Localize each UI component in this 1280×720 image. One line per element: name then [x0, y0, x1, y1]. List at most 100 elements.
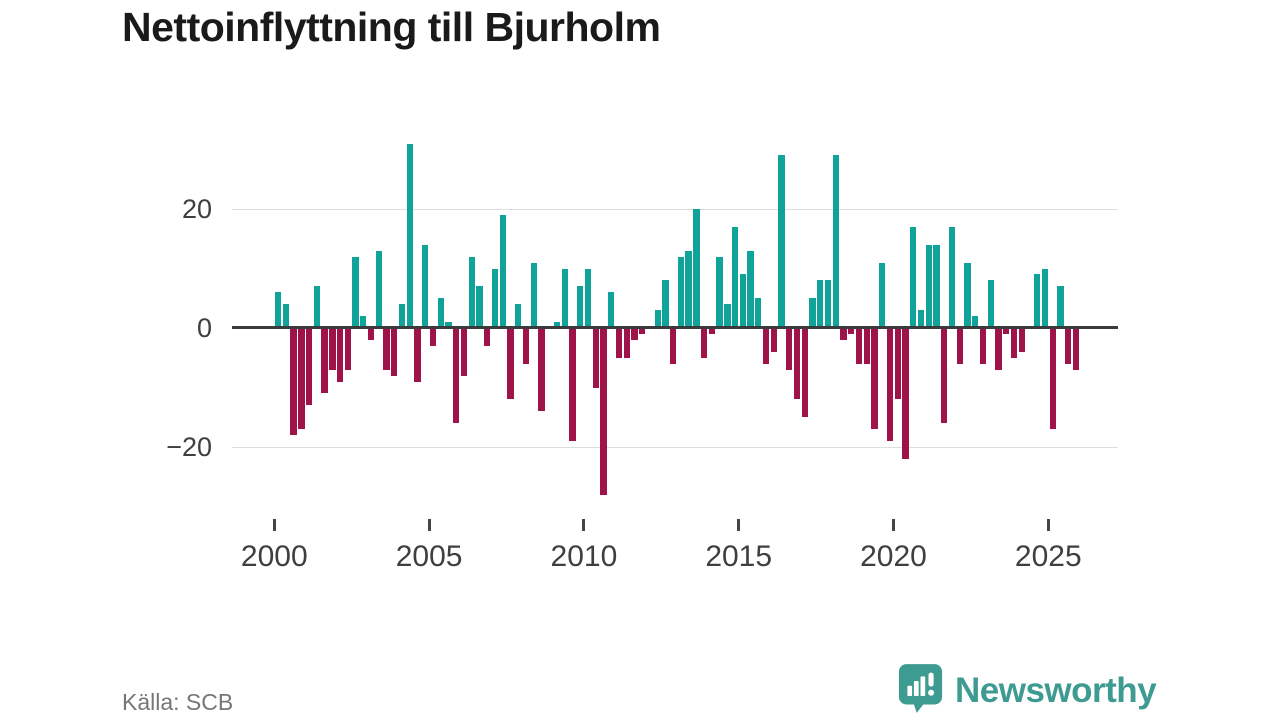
bar-positive [724, 304, 731, 328]
bar-positive [468, 256, 475, 328]
bar-positive [716, 256, 723, 328]
bar-positive [824, 280, 832, 328]
bar-positive [964, 262, 971, 328]
x-axis-tick-label: 2020 [860, 540, 927, 573]
x-axis-tick [1046, 519, 1050, 531]
bar-negative [1064, 328, 1072, 364]
chart-title: Nettoinflyttning till Bjurholm [122, 4, 661, 50]
bar-positive [693, 209, 700, 328]
bar-positive [282, 304, 290, 328]
newsworthy-logo: Newsworthy [898, 663, 1157, 719]
bar-negative [708, 328, 716, 334]
bar-negative [484, 328, 491, 346]
bar-negative [1049, 328, 1056, 430]
bar-negative [669, 328, 677, 364]
bar-negative [290, 328, 297, 436]
bar-negative [429, 328, 437, 346]
bar-positive [809, 298, 816, 328]
bar-negative [793, 328, 801, 400]
bar-negative [1003, 328, 1010, 334]
bar-negative [321, 328, 328, 394]
bar-positive [987, 280, 994, 328]
bar-positive [1057, 286, 1064, 328]
bar-positive [476, 286, 483, 328]
bar-negative [522, 328, 530, 364]
bar-negative [995, 328, 1002, 370]
bar-positive [584, 268, 592, 328]
bar-positive [654, 310, 661, 328]
bar-negative [894, 328, 901, 400]
bar-positive [933, 244, 940, 328]
bar-negative [786, 328, 793, 370]
bar-negative [298, 328, 305, 430]
x-axis-tick-label: 2015 [705, 540, 773, 573]
bar-positive [553, 322, 561, 328]
bar-negative [1010, 328, 1018, 358]
bar-negative [538, 328, 545, 412]
bar-negative [956, 328, 963, 364]
bar-negative [615, 328, 623, 358]
bar-positive [925, 244, 932, 328]
x-axis-tick [427, 519, 431, 531]
bar-positive [515, 304, 522, 328]
bar-positive [910, 226, 917, 328]
newsworthy-wordmark: Newsworthy [955, 671, 1157, 710]
newsworthy-logo-icon [898, 663, 943, 719]
y-axis-tick-label: −20 [166, 432, 212, 462]
bar-positive [375, 250, 382, 328]
bar-negative [329, 328, 336, 370]
bar-negative [460, 328, 468, 376]
bar-negative [453, 328, 460, 424]
bar-positive [499, 214, 506, 328]
bar-positive [739, 274, 746, 328]
bar-positive [778, 155, 785, 328]
bar-negative [600, 328, 607, 495]
bar-negative [367, 328, 375, 340]
bar-negative [700, 328, 708, 358]
bar-negative [592, 328, 599, 388]
bar-negative [1072, 328, 1080, 370]
bar-positive [360, 316, 367, 328]
zero-axis-line [232, 326, 1118, 329]
bar-negative [639, 328, 646, 334]
bar-positive [1034, 274, 1041, 328]
x-axis-tick-label: 2000 [240, 540, 308, 573]
bar-negative [391, 328, 398, 376]
bar-negative [886, 328, 894, 442]
x-axis-tick [582, 519, 586, 531]
y-axis-tick-label: 20 [181, 194, 212, 224]
x-axis-tick-label: 2010 [550, 540, 618, 573]
bar-negative [848, 328, 855, 334]
bar-positive [662, 280, 669, 328]
bar-positive [731, 226, 739, 328]
bar-positive [879, 262, 886, 328]
bar-negative [762, 328, 770, 364]
bar-positive [917, 310, 925, 328]
bar-negative [507, 328, 514, 400]
bar-positive [948, 226, 956, 328]
bar-positive [1041, 268, 1049, 328]
bar-negative [770, 328, 777, 352]
bar-positive [437, 298, 444, 328]
bar-negative [305, 328, 313, 406]
bar-negative [344, 328, 351, 370]
bar-positive [817, 280, 824, 328]
x-axis-tick-label: 2005 [395, 540, 463, 573]
bar-negative [855, 328, 863, 364]
bar-negative [840, 328, 847, 340]
source-label: Källa: SCB [122, 689, 234, 715]
bar-positive [755, 298, 762, 328]
bar-positive [972, 316, 979, 328]
bar-positive [561, 268, 568, 328]
y-axis-tick-label: 0 [196, 313, 212, 343]
gridline [232, 447, 1118, 448]
bar-negative [623, 328, 630, 358]
bar-positive [406, 143, 413, 328]
bar-negative [801, 328, 808, 418]
bar-negative [979, 328, 987, 364]
bar-negative [941, 328, 948, 424]
bar-negative [631, 328, 638, 340]
bar-positive [685, 250, 692, 328]
bar-positive [445, 322, 452, 328]
